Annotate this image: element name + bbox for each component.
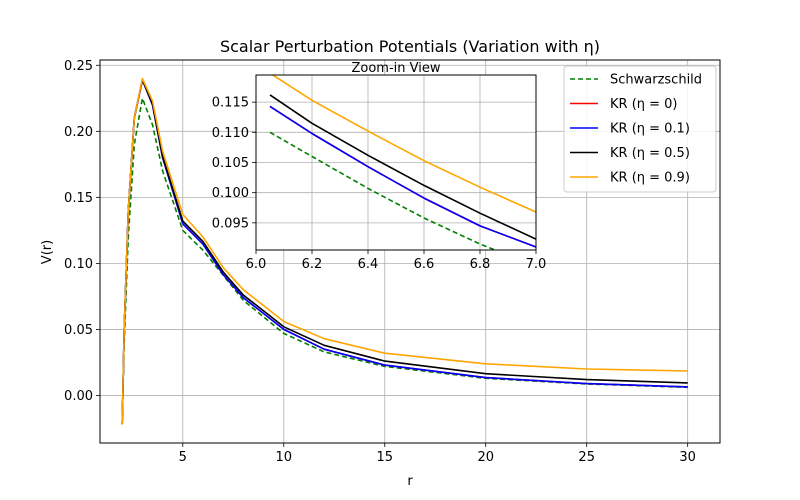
- x-tick-label: 15: [376, 450, 393, 465]
- inset-x-tick-label: 7.0: [526, 257, 547, 272]
- inset-x-tick-label: 6.2: [302, 257, 323, 272]
- inset-title: Zoom-in View: [351, 61, 440, 76]
- main-series-group: [121, 77, 688, 425]
- inset-x-tick-label: 6.4: [358, 257, 379, 272]
- legend-box: [563, 65, 717, 193]
- chart-title: Scalar Perturbation Potentials (Variatio…: [220, 37, 600, 56]
- inset-x-tick-label: 6.6: [414, 257, 435, 272]
- inset-y-tick-label: 0.115: [212, 96, 249, 111]
- x-tick-label: 5: [179, 450, 187, 465]
- inset-ticks: 6.0 6.2 6.4 6.6 6.8 7.0 0.095 0.100 0.105 0.110 0.…: [212, 96, 547, 272]
- main-axes-frame: [99, 59, 721, 444]
- y-tick-label: 0.05: [64, 323, 93, 338]
- legend-label: KR (η = 0.9): [610, 171, 690, 186]
- x-tick-label: 30: [679, 450, 696, 465]
- inset-x-tick-label: 6.8: [470, 257, 491, 272]
- inset-y-tick-label: 0.100: [212, 186, 249, 201]
- series-line-kr-eta-0-9-: [121, 77, 688, 425]
- series-line-schwarzschild: [121, 97, 688, 424]
- y-axis-label: V(r): [40, 240, 55, 264]
- y-tick-label: 0.00: [64, 389, 93, 404]
- inset-series-line-kr-eta-0-5-: [269, 94, 536, 240]
- main-ticks: 5 10 15 20 25 30 0.00 0.05 0.10 0.15 0.20 0.25: [64, 59, 696, 465]
- x-tick-label: 10: [276, 450, 293, 465]
- inset-series-line-kr-eta-0-9-: [271, 75, 536, 213]
- inset-x-tick-label: 6.0: [246, 257, 267, 272]
- y-tick-label: 0.20: [64, 125, 93, 140]
- inset-series-line-schwarzschild: [269, 131, 498, 250]
- legend-label: Schwarzschild: [610, 73, 702, 88]
- inset-y-tick-label: 0.105: [212, 156, 249, 171]
- legend: Schwarzschild KR (η = 0) KR (η = 0.1) KR (η…: [563, 65, 717, 193]
- x-tick-label: 25: [578, 450, 595, 465]
- y-tick-label: 0.15: [64, 191, 93, 206]
- inset-y-tick-label: 0.110: [212, 126, 249, 141]
- inset-series-line-kr-eta-0-1-: [269, 105, 536, 248]
- x-axis-label: r: [407, 474, 413, 489]
- x-tick-label: 20: [477, 450, 494, 465]
- legend-label: KR (η = 0): [610, 97, 678, 112]
- y-tick-label: 0.25: [64, 59, 93, 74]
- legend-label: KR (η = 0.5): [610, 146, 690, 161]
- inset-y-tick-label: 0.095: [212, 216, 249, 231]
- inset-series-group: [269, 75, 536, 250]
- legend-label: KR (η = 0.1): [610, 122, 690, 137]
- y-tick-label: 0.10: [64, 257, 93, 272]
